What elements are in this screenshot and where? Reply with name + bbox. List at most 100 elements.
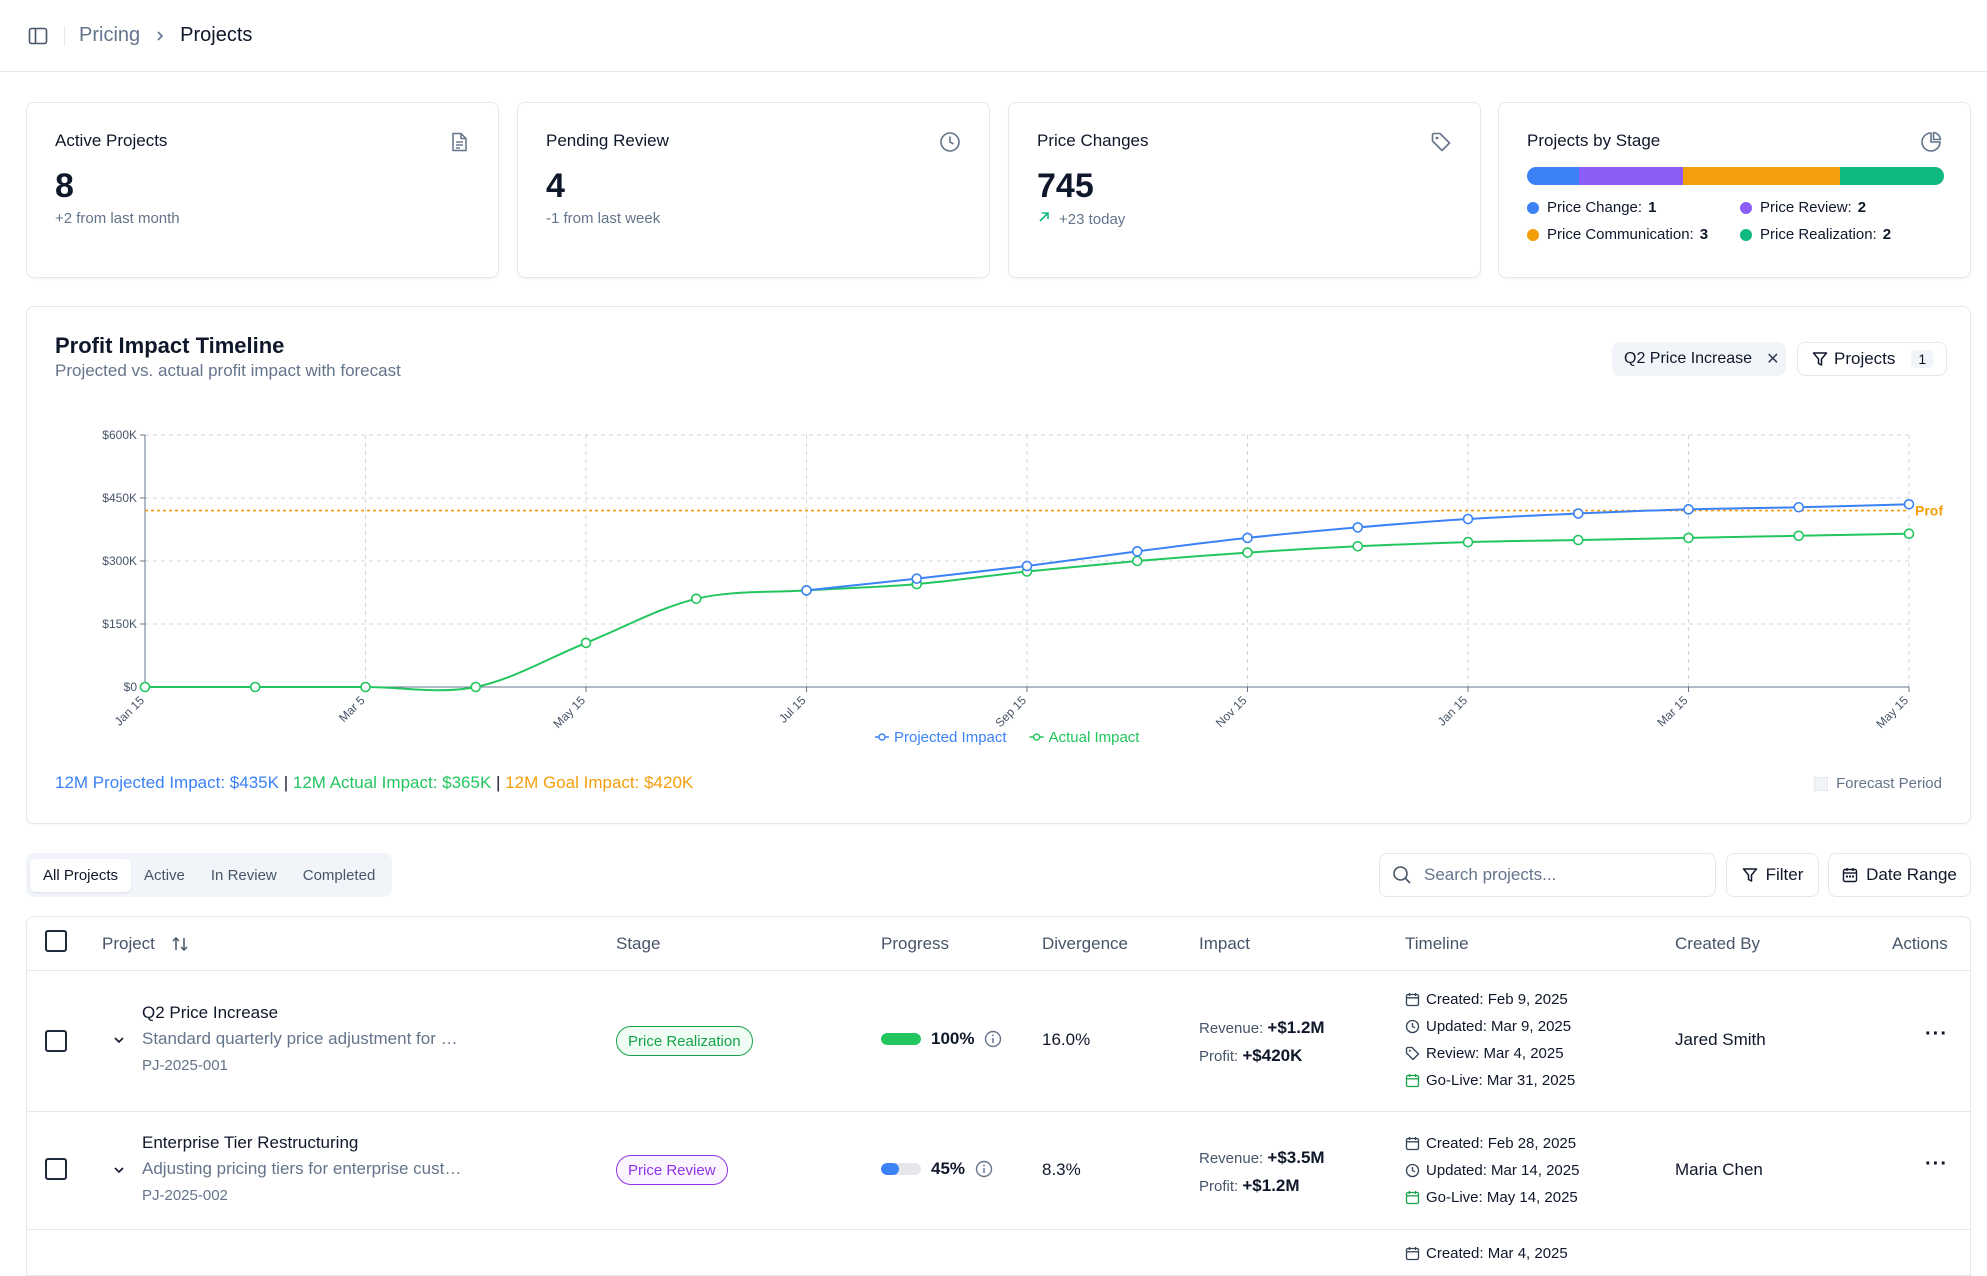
x-tick-label: Jan 15 [112,693,148,729]
timeline-entry: Created: Mar 4, 2025 [1405,1240,1568,1267]
project-description: Adjusting pricing tiers for enterprise c… [142,1159,462,1178]
table-row[interactable]: Q2 Price Increase Standard quarterly pri… [27,971,1970,1112]
timeline-entry: Go-Live: Mar 31, 2025 [1405,1067,1575,1094]
table-row[interactable]: Enterprise Tier Restructuring Adjusting … [27,1112,1970,1230]
stage-count: 3 [1699,226,1709,243]
more-actions-icon[interactable]: ··· [1925,1153,1948,1175]
progress-label: 100% [931,1029,975,1048]
data-point [1793,530,1805,542]
breadcrumb-pricing[interactable]: Pricing [79,24,141,46]
stat-sub: +2 from last month [55,210,180,227]
chart-subtitle: Projected vs. actual profit impact with … [55,361,401,380]
calendar-icon [1405,1246,1420,1261]
row-checkbox[interactable] [45,1030,67,1052]
stat-title: Pending Review [546,131,669,150]
stage-legend-item: Price Change: 1 [1527,199,1740,216]
stat-value: 4 [546,167,565,205]
timeline-text: Created: Feb 28, 2025 [1426,1135,1577,1152]
y-tick-label: $300K [102,554,137,568]
timeline-entry: Updated: Mar 14, 2025 [1405,1157,1579,1184]
column-progress: Progress [881,934,950,953]
filter-button[interactable]: Filter [1726,853,1819,897]
clock-icon [939,131,961,153]
data-point [1903,499,1915,510]
forecast-legend: Forecast Period [1814,775,1942,792]
timeline-cell: Created: Feb 9, 2025 Updated: Mar 9, 2025… [1405,986,1575,1094]
x-tick-label: May 15 [1873,693,1911,731]
more-actions-icon[interactable]: ··· [1925,1023,1948,1045]
chart-title: Profit Impact Timeline [55,333,285,358]
projects-filter-button[interactable]: Projects 1 [1797,342,1947,376]
table-row[interactable]: Created: Mar 4, 2025 [27,1230,1970,1275]
stat-value: 745 [1037,167,1094,205]
info-icon[interactable] [975,1160,993,1178]
filter-button-label: Filter [1765,865,1804,884]
x-tick-label: Mar 15 [1654,693,1691,730]
filter-icon [1742,867,1758,883]
select-all-checkbox[interactable] [45,930,67,952]
x-tick-label: Mar 5 [336,693,368,725]
stat-sub: -1 from last week [546,210,660,227]
pie-icon [1920,131,1942,153]
timeline-text: Go-Live: May 14, 2025 [1426,1189,1578,1206]
date-range-button[interactable]: Date Range [1828,853,1971,897]
profit-label: Profit: [1199,1178,1239,1195]
x-tick-label: Jul 15 [776,693,809,726]
column-impact: Impact [1199,934,1251,953]
stage-legend: Price Change: 1 Price Review: 2 Price Comm… [1527,199,1947,243]
profit-impact-card: Profit Impact Timeline Projected vs. act… [26,306,1971,824]
calendar-icon [1405,1136,1420,1151]
tab-completed[interactable]: Completed [302,866,376,884]
impact-summary: 12M Projected Impact: $435K | 12M Actual… [55,773,693,793]
timeline-text: Updated: Mar 14, 2025 [1426,1162,1580,1179]
row-checkbox[interactable] [45,1158,67,1180]
y-tick-label: $450K [102,491,137,505]
stage-dot [1527,201,1539,214]
info-icon[interactable] [984,1030,1002,1048]
data-point [690,593,702,605]
tab-all-projects[interactable]: All Projects [30,858,132,892]
timeline-entry: Created: Feb 9, 2025 [1405,986,1575,1013]
forecast-swatch [1814,776,1829,791]
project-id: PJ-2025-002 [142,1187,228,1204]
progress-label: 45% [931,1159,966,1178]
legend-marker [878,733,886,741]
project-name[interactable]: Q2 Price Increase [142,1003,279,1022]
data-point [1462,513,1474,525]
stage-distribution-bar [1527,167,1944,185]
stat-title: Projects by Stage [1527,131,1661,150]
sidebar-toggle-icon[interactable] [26,24,50,48]
search-input[interactable] [1424,865,1684,885]
stage-dot [1740,228,1752,241]
profit-value: +$1.2M [1242,1176,1300,1195]
data-point [1242,532,1253,544]
progress-bar [881,1163,921,1175]
data-point [1903,528,1915,539]
column-project[interactable]: Project [102,934,189,954]
revenue-impact: Revenue: +$1.2M [1199,1014,1325,1042]
chevron-down-icon[interactable] [112,1163,126,1182]
project-name[interactable]: Enterprise Tier Restructuring [142,1133,359,1152]
profit-impact: Profit: +$420K [1199,1042,1325,1070]
projected-impact-summary: 12M Projected Impact: $435K [55,773,279,792]
stat-sub-text: -1 from last week [546,210,661,227]
data-point [911,573,923,584]
calendar-icon [1842,867,1858,883]
stage-badge: Price Realization [616,1026,753,1056]
project-tabs: All Projects Active In Review Completed [26,853,393,897]
tab-active[interactable]: Active [144,866,185,884]
impact-cell: Revenue: +$3.5M Profit: +$1.2M [1199,1144,1325,1200]
summary-separator: | [496,773,501,792]
close-icon[interactable]: ✕ [1766,351,1780,368]
tab-in-review[interactable]: In Review [210,866,277,884]
timeline-entry: Updated: Mar 9, 2025 [1405,1013,1575,1040]
x-tick-label: Jan 15 [1435,693,1471,729]
filter-chip[interactable]: Q2 Price Increase ✕ [1612,342,1786,376]
stage-legend-item: Price Review: 2 [1740,199,1947,216]
profit-label: Profit: [1199,1048,1239,1065]
table-header: Project Stage Progress Divergence Impact… [27,917,1970,971]
stage-segment [1683,167,1840,185]
timeline-text: Created: Feb 9, 2025 [1426,991,1568,1008]
chevron-down-icon[interactable] [112,1033,126,1052]
sort-icon[interactable] [171,935,189,953]
